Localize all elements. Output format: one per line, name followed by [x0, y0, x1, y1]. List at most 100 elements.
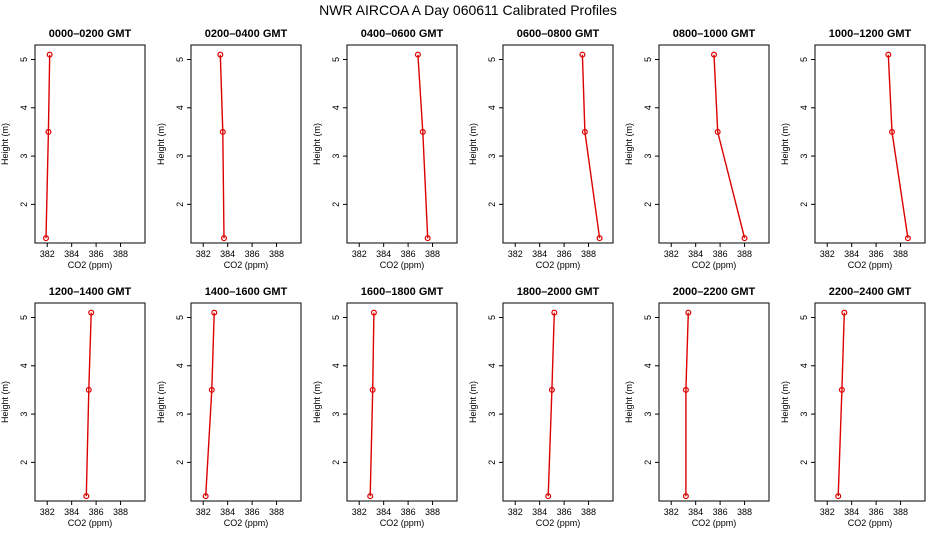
x-tick-label: 382	[664, 507, 679, 517]
plot-frame	[502, 302, 614, 502]
data-point	[367, 493, 374, 500]
x-tick-label: 386	[245, 249, 260, 259]
data-point	[85, 386, 92, 393]
y-tick-label: 3	[175, 154, 185, 159]
y-tick-label: 2	[331, 460, 341, 465]
panel-title: 2200–2400 GMT	[829, 286, 912, 298]
y-tick-label: 4	[175, 105, 185, 110]
data-point	[88, 309, 95, 316]
y-tick-label: 4	[331, 363, 341, 368]
profile-panel-3: 0400–0600 GMT 382 384 386 388 2 3 4 5 CO2 (ppm) He…	[312, 28, 458, 270]
data-point	[682, 493, 689, 500]
x-tick-label: 384	[64, 249, 79, 259]
y-tick-label: 5	[175, 315, 185, 320]
y-tick-label: 5	[799, 315, 809, 320]
y-tick-label: 2	[175, 202, 185, 207]
y-tick-label: 3	[799, 412, 809, 417]
figure-title: NWR AIRCOA A Day 060611 Calibrated Profi…	[319, 2, 617, 18]
panel-title: 0600–0800 GMT	[517, 28, 600, 40]
x-tick-label: 382	[664, 249, 679, 259]
profile-panel-1: 0000–0200 GMT 382 384 386 388 2 3 4 5 CO2 (ppm) He…	[0, 28, 146, 270]
x-tick-label: 382	[508, 507, 523, 517]
profile-line	[417, 54, 429, 239]
y-tick-label: 5	[331, 57, 341, 62]
profile-panel-11: 2000–2200 GMT 382 384 386 388 2 3 4 5 CO2 (ppm) He…	[624, 286, 770, 528]
x-tick-label: 386	[401, 249, 416, 259]
profile-line	[887, 54, 909, 239]
profile-line	[685, 312, 689, 497]
data-point	[369, 386, 376, 393]
x-tick-label: 386	[401, 507, 416, 517]
profile-panel-7: 1200–1400 GMT 382 384 386 388 2 3 4 5 CO2 (ppm) He…	[0, 286, 146, 528]
x-axis-label: CO2 (ppm)	[536, 518, 581, 528]
data-point	[714, 128, 721, 135]
panel-title: 0800–1000 GMT	[673, 28, 756, 40]
profile-panel-4: 0600–0800 GMT 382 384 386 388 2 3 4 5 CO2 (ppm) He…	[468, 28, 614, 270]
y-tick-label: 2	[331, 202, 341, 207]
profile-panel-8: 1400–1600 GMT 382 384 386 388 2 3 4 5 CO2 (ppm) He…	[156, 286, 302, 528]
x-tick-label: 386	[89, 249, 104, 259]
x-tick-label: 384	[844, 507, 859, 517]
data-point	[208, 386, 215, 393]
y-tick-label: 3	[799, 154, 809, 159]
x-tick-label: 382	[196, 507, 211, 517]
profile-panel-9: 1600–1800 GMT 382 384 386 388 2 3 4 5 CO2 (ppm) He…	[312, 286, 458, 528]
y-tick-label: 2	[643, 460, 653, 465]
x-axis-label: CO2 (ppm)	[536, 260, 581, 270]
profile-line	[713, 54, 746, 239]
data-point	[545, 493, 552, 500]
x-tick-label: 386	[713, 249, 728, 259]
x-tick-label: 388	[581, 249, 596, 259]
data-point	[710, 51, 717, 58]
y-tick-label: 2	[175, 460, 185, 465]
x-tick-label: 382	[196, 249, 211, 259]
x-tick-label: 384	[532, 249, 547, 259]
data-point	[221, 235, 228, 242]
profile-line	[369, 312, 375, 497]
y-axis-label: Height (m)	[156, 381, 166, 423]
y-tick-label: 4	[487, 105, 497, 110]
plot-frame	[346, 44, 458, 244]
x-tick-label: 388	[269, 249, 284, 259]
y-axis-label: Height (m)	[468, 381, 478, 423]
plot-frame	[658, 44, 770, 244]
y-axis-label: Height (m)	[0, 123, 10, 165]
x-tick-label: 386	[869, 249, 884, 259]
y-tick-label: 5	[19, 315, 29, 320]
x-tick-label: 384	[688, 507, 703, 517]
data-point	[419, 128, 426, 135]
y-tick-label: 4	[643, 105, 653, 110]
y-tick-label: 5	[799, 57, 809, 62]
panel-title: 0200–0400 GMT	[205, 28, 288, 40]
y-tick-label: 4	[487, 363, 497, 368]
x-tick-label: 382	[820, 507, 835, 517]
y-tick-label: 2	[19, 202, 29, 207]
x-axis-label: CO2 (ppm)	[68, 260, 113, 270]
profile-panel-5: 0800–1000 GMT 382 384 386 388 2 3 4 5 CO2 (ppm) He…	[624, 28, 770, 270]
x-tick-label: 386	[557, 249, 572, 259]
y-tick-label: 5	[19, 57, 29, 62]
data-point	[46, 51, 53, 58]
y-tick-label: 5	[487, 57, 497, 62]
profile-line	[581, 54, 601, 239]
data-point	[835, 493, 842, 500]
plot-frame	[658, 302, 770, 502]
y-tick-label: 2	[487, 202, 497, 207]
y-tick-label: 3	[19, 154, 29, 159]
data-point	[581, 128, 588, 135]
y-axis-label: Height (m)	[0, 381, 10, 423]
profile-panel-6: 1000–1200 GMT 382 384 386 388 2 3 4 5 CO2 (ppm) He…	[780, 28, 926, 270]
x-tick-label: 382	[508, 249, 523, 259]
profile-panel-12: 2200–2400 GMT 382 384 386 388 2 3 4 5 CO2 (ppm) He…	[780, 286, 926, 528]
plot-frame	[34, 302, 146, 502]
y-tick-label: 2	[799, 202, 809, 207]
x-tick-label: 382	[352, 249, 367, 259]
data-point	[888, 128, 895, 135]
profile-line	[837, 312, 845, 497]
profile-line	[45, 54, 51, 239]
x-tick-label: 386	[713, 507, 728, 517]
panel-title: 2000–2200 GMT	[673, 286, 756, 298]
data-point	[219, 128, 226, 135]
y-tick-label: 4	[19, 105, 29, 110]
